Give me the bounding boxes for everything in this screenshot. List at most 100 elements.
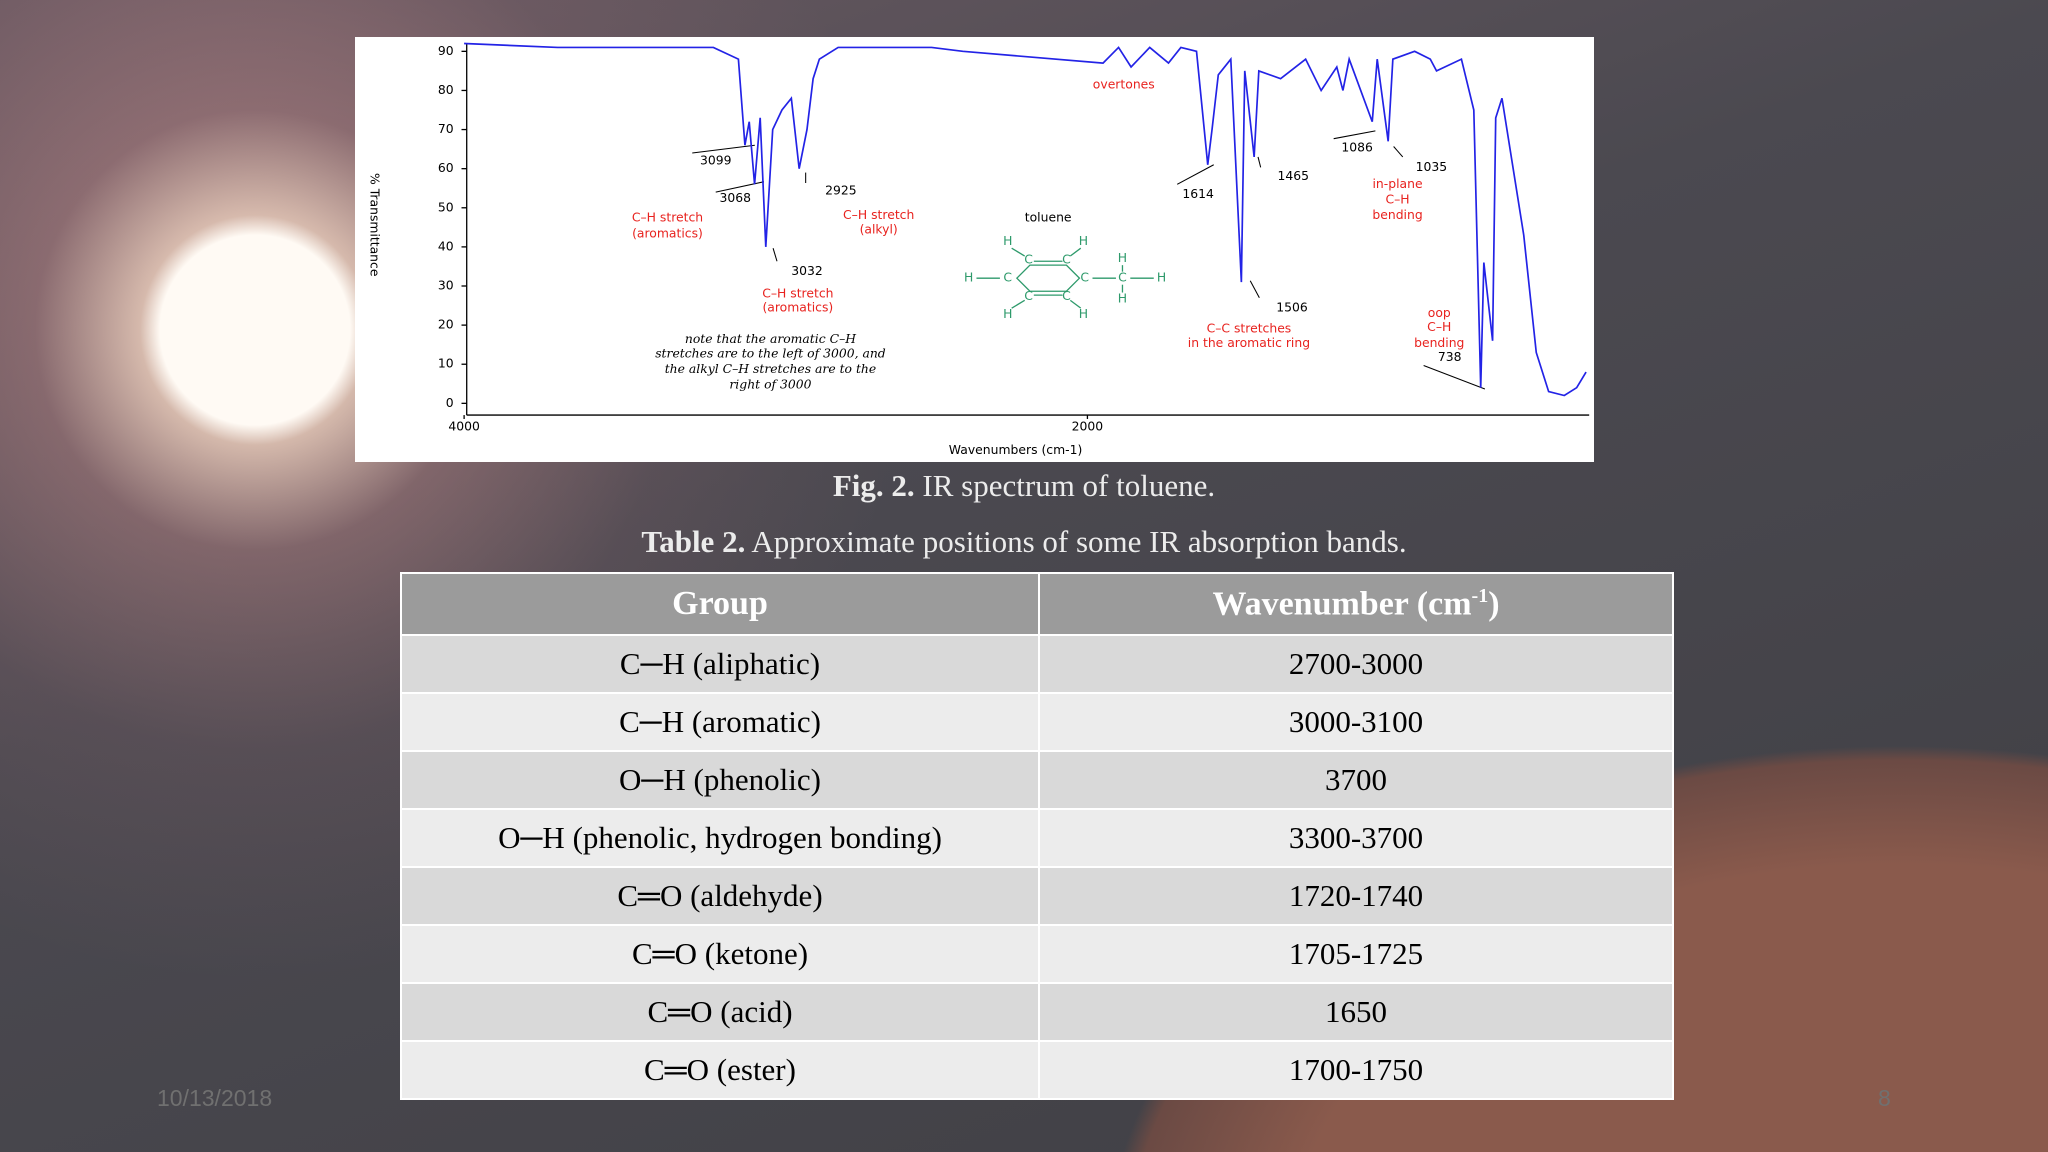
table-cell: 1720-1740 [1038, 866, 1674, 926]
structure-atom: H [1079, 307, 1088, 321]
annotation: 1614 [1182, 187, 1214, 201]
annotation: C–H stretch [762, 286, 833, 300]
y-tick-label: 30 [438, 279, 454, 293]
annotation: in the aromatic ring [1188, 336, 1310, 350]
y-tick-label: 90 [438, 44, 454, 58]
annotation: 1086 [1341, 140, 1373, 154]
annotation: bending [1372, 208, 1422, 222]
annotation: (alkyl) [860, 222, 898, 236]
header-text: Wavenumber (cm [1212, 585, 1472, 623]
table-cell: 3000-3100 [1038, 692, 1674, 752]
annotation: oop [1428, 306, 1451, 320]
y-axis-label: % Transmittance [368, 173, 382, 276]
structure-atom: C [1118, 271, 1127, 285]
annotation: C–H [1427, 320, 1451, 334]
structure-atom: C [1024, 252, 1033, 266]
y-tick-label: 60 [438, 161, 454, 175]
page-number: 8 [1878, 1085, 1891, 1111]
structure-atom: C [1062, 289, 1071, 303]
footer-date: 10/13/2018 [157, 1085, 273, 1111]
structure-atom: H [964, 271, 973, 285]
structure-atom: C [1062, 252, 1071, 266]
table-caption: Table 2. Approximate positions of some I… [0, 524, 2048, 560]
header-text: ) [1488, 585, 1500, 623]
x-axis-label: Wavenumbers (cm-1) [949, 443, 1083, 457]
annotation: stretches are to the left of 3000, and [655, 346, 886, 360]
table-cell: O─H (phenolic, hydrogen bonding) [400, 808, 1040, 868]
structure-atom: H [1003, 234, 1012, 248]
spectrum-line [464, 42, 1587, 397]
y-tick-label: 40 [438, 239, 454, 253]
structure-atom: H [1118, 292, 1127, 306]
annotation: 3032 [791, 264, 823, 278]
y-tick-label: 80 [438, 83, 454, 97]
annotation: C–C stretches [1207, 322, 1292, 336]
header-row: Group Wavenumber (cm-1) [400, 572, 1674, 636]
table: Group Wavenumber (cm-1) C─H (aliphatic) 2… [400, 572, 1674, 1100]
annotation: 1035 [1416, 160, 1448, 174]
caption-label: Fig. 2. [832, 468, 915, 503]
structure-atom: H [1118, 251, 1127, 265]
table-cell: C═O (aldehyde) [400, 866, 1040, 926]
table-cell: C─H (aliphatic) [400, 634, 1040, 694]
structure-atom: C [1080, 271, 1089, 285]
table-cell: 2700-3000 [1038, 634, 1674, 694]
annotation: 2925 [825, 183, 857, 197]
annotation: 738 [1438, 350, 1462, 364]
y-tick-label: 50 [438, 200, 454, 214]
table-cell: 3300-3700 [1038, 808, 1674, 868]
table-row: C═O (ester) 1700-1750 [400, 1040, 1674, 1100]
table-cell: 1705-1725 [1038, 924, 1674, 984]
annotation: the alkyl C–H stretches are to the [665, 362, 877, 376]
x-tick-label: 2000 [1072, 419, 1104, 433]
table-row: O─H (phenolic, hydrogen bonding) 3300-370… [400, 808, 1674, 868]
table-row: C═O (acid) 1650 [400, 982, 1674, 1042]
header-cell: Group [400, 572, 1040, 636]
annotation: 1465 [1278, 169, 1310, 183]
table-row: C═O (aldehyde) 1720-1740 [400, 866, 1674, 926]
annotation: (aromatics) [762, 301, 833, 315]
annotation: right of 3000 [729, 378, 811, 392]
table-cell: C─H (aromatic) [400, 692, 1040, 752]
y-tick-label: 0 [446, 396, 454, 410]
caption-text: Approximate positions of some IR absorpt… [751, 524, 1407, 559]
x-tick-label: 4000 [448, 419, 480, 433]
structure-atom: H [1003, 307, 1012, 321]
leaders [692, 130, 1486, 390]
figure-caption: Fig. 2. IR spectrum of toluene. [0, 468, 2048, 504]
table-cell: O─H (phenolic) [400, 750, 1040, 810]
annotation: note that the aromatic C–H [685, 332, 856, 346]
table-cell: 1700-1750 [1038, 1040, 1674, 1100]
y-tick-label: 20 [438, 318, 454, 332]
annotation: 3068 [720, 191, 752, 205]
annotation: C–H stretch [632, 211, 703, 225]
caption-label: Table 2. [641, 524, 746, 559]
ir-spectrum: 0 10 20 30 40 50 60 70 80 90 4000 2000 Wavenumbers (… [355, 37, 1594, 462]
structure-atom: C [1003, 271, 1012, 285]
table-cell: C═O (acid) [400, 982, 1040, 1042]
table-row: C─H (aromatic) 3000-3100 [400, 692, 1674, 752]
caption-text: IR spectrum of toluene. [922, 468, 1216, 503]
table-cell: 1650 [1038, 982, 1674, 1042]
annotation: in-plane [1372, 177, 1422, 191]
table-cell: C═O (ketone) [400, 924, 1040, 984]
annotation: (aromatics) [632, 226, 703, 240]
table-row: C═O (ketone) 1705-1725 [400, 924, 1674, 984]
toluene-structure [976, 247, 1154, 309]
table-row: C─H (aliphatic) 2700-3000 [400, 634, 1674, 694]
structure-atom: H [1157, 271, 1166, 285]
annotation: bending [1414, 336, 1464, 350]
annotation: 3099 [700, 153, 732, 167]
y-tick-label: 70 [438, 122, 454, 136]
annotation: C–H [1385, 192, 1409, 206]
annotation: C–H stretch [843, 208, 914, 222]
annotation: toluene [1025, 211, 1072, 225]
table-row: O─H (phenolic) 3700 [400, 750, 1674, 810]
structure-atom: C [1024, 289, 1033, 303]
annotation: 1506 [1276, 301, 1308, 315]
header-sup: -1 [1471, 584, 1489, 607]
y-tick-label: 10 [438, 357, 454, 371]
table-body: C─H (aliphatic) 2700-3000 C─H (aromatic) 30… [400, 634, 1674, 1100]
structure-atom: H [1079, 234, 1088, 248]
